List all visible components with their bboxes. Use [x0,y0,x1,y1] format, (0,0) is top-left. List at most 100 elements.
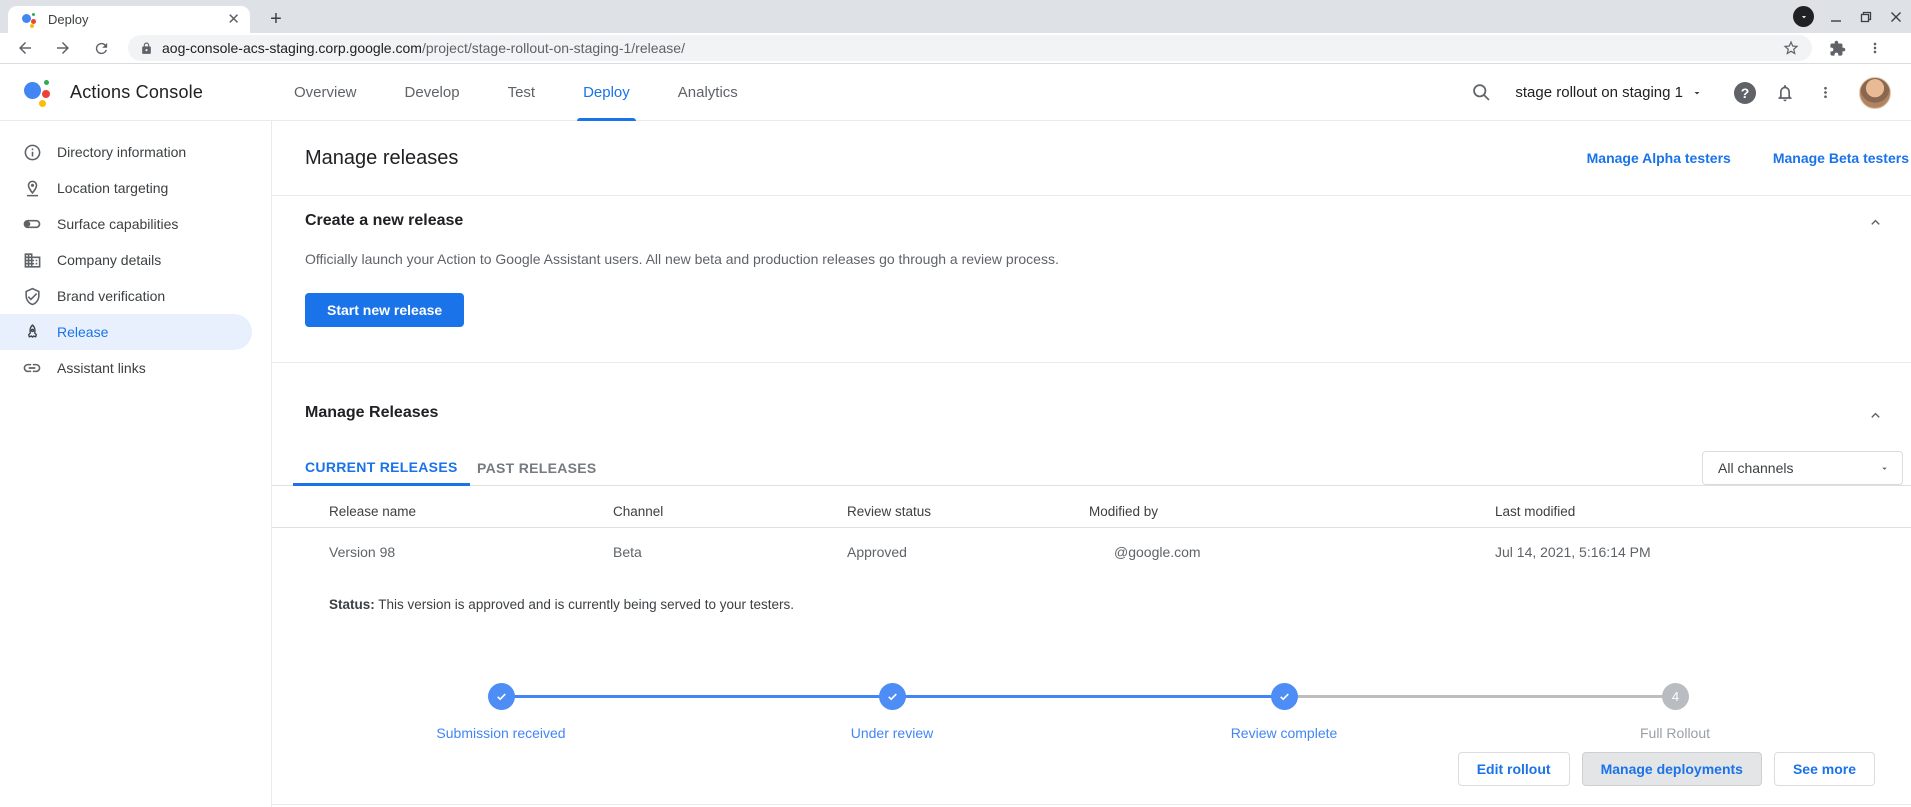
release-actions: Edit rollout Manage deployments See more [1457,752,1875,786]
search-icon[interactable] [1461,73,1501,113]
building-icon [22,250,42,270]
create-release-description: Officially launch your Action to Google … [305,251,1059,267]
user-avatar[interactable] [1859,76,1891,109]
channel-filter-dropdown[interactable]: All channels [1702,451,1903,485]
cell-last-modified: Jul 14, 2021, 5:16:14 PM [1495,544,1651,560]
manage-deployments-button[interactable]: Manage deployments [1581,752,1762,786]
bottom-divider [272,804,1911,805]
manage-releases-section: Manage Releases CURRENT RELEASES PAST RE… [272,363,1911,807]
tab-title: Deploy [48,12,89,27]
releases-table-header: Release name Channel Review status Modif… [272,496,1911,528]
caret-down-icon [1801,15,1806,18]
location-pin-icon [22,178,42,198]
caret-down-icon [1694,91,1700,94]
restore-button[interactable] [1851,0,1881,33]
actions-console-logo-icon [24,78,54,108]
sidebar-item-directory-information[interactable]: Directory information [0,134,271,170]
forward-button[interactable] [44,34,82,62]
release-status-text: Status: This version is approved and is … [329,597,794,612]
sidebar-item-company-details[interactable]: Company details [0,242,271,278]
notifications-bell-icon[interactable] [1765,73,1805,113]
step-review-complete-icon [1271,683,1298,710]
release-table-row[interactable]: Version 98 Beta Approved @google.com Jul… [272,529,1911,575]
rocket-icon [22,322,42,342]
col-channel: Channel [613,504,664,519]
step-label-full-rollout: Full Rollout [1639,725,1711,741]
nav-analytics[interactable]: Analytics [677,84,738,101]
link-icon [22,358,42,378]
col-last-modified: Last modified [1495,504,1576,519]
releases-tabs: CURRENT RELEASES PAST RELEASES [272,450,1911,486]
create-release-title: Create a new release [305,212,464,229]
step-label-review-complete: Review complete [1230,725,1338,741]
assistant-favicon-icon [22,12,38,28]
bookmark-star-icon[interactable] [1782,39,1800,57]
start-new-release-button[interactable]: Start new release [305,293,465,327]
sidebar-item-assistant-links[interactable]: Assistant links [0,350,271,386]
tab-past-releases[interactable]: PAST RELEASES [477,460,597,476]
sidebar: Directory information Location targeting… [0,121,272,807]
sidebar-item-brand-verification[interactable]: Brand verification [0,278,271,314]
shield-check-icon [22,286,42,306]
tab-close-icon[interactable]: ✕ [227,11,240,28]
toggle-icon [22,214,42,234]
nav-deploy[interactable]: Deploy [559,64,654,121]
col-modified-by: Modified by [1089,504,1159,519]
extensions-puzzle-icon[interactable] [1818,34,1856,62]
cell-review-status: Approved [847,544,907,560]
toolbar-right [1818,34,1894,62]
minimize-button[interactable] [1821,0,1851,33]
main-content: Manage releases Manage Alpha testers Man… [272,121,1911,807]
manage-alpha-testers-link[interactable]: Manage Alpha testers [1586,150,1731,166]
sidebar-item-release[interactable]: Release [0,314,252,350]
app-header: Actions Console Overview Develop Test De… [0,64,1911,121]
cell-modified-by: @google.com [1114,544,1201,560]
app-title: Actions Console [70,82,204,102]
more-options-icon[interactable] [1805,73,1845,113]
browser-tab[interactable]: Deploy ✕ [8,6,250,33]
help-icon[interactable]: ? [1725,73,1765,113]
window-controls [1821,0,1911,33]
nav-test[interactable]: Test [507,84,536,101]
page-title: Manage releases [305,146,459,169]
step-submission-received-icon [488,683,515,710]
rollout-stepper: 4 Submission received Under review Revie… [272,643,1911,741]
url-bar[interactable]: aog-console-acs-staging.corp.google.com/… [128,35,1812,61]
cell-release-name: Version 98 [329,544,396,560]
page-header: Manage releases Manage Alpha testers Man… [272,121,1911,196]
sidebar-item-location-targeting[interactable]: Location targeting [0,170,271,206]
collapse-chevron-up-icon[interactable] [1863,403,1887,427]
project-selector[interactable]: stage rollout on staging 1 [1515,84,1703,101]
lock-icon [142,42,151,54]
tab-current-releases[interactable]: CURRENT RELEASES [293,450,470,486]
reload-button[interactable] [82,34,120,62]
back-button[interactable] [6,34,44,62]
browser-tab-strip: Deploy ✕ + [0,0,1911,33]
nav-develop[interactable]: Develop [404,84,460,101]
manage-beta-testers-link[interactable]: Manage Beta testers [1772,150,1909,166]
top-nav: Overview Develop Test Deploy Analytics [270,64,762,121]
edit-rollout-button[interactable]: Edit rollout [1457,752,1570,786]
create-release-section: Create a new release Officially launch y… [272,196,1911,363]
step-label-submission-received: Submission received [436,725,566,741]
caret-circle-button[interactable] [1793,6,1814,27]
manage-releases-title: Manage Releases [305,404,439,421]
caret-down-icon [1882,467,1887,470]
step-full-rollout-icon: 4 [1662,683,1689,710]
browser-toolbar: aog-console-acs-staging.corp.google.com/… [0,33,1911,64]
nav-overview[interactable]: Overview [294,84,357,101]
header-right: stage rollout on staging 1 ? [1461,64,1911,121]
new-tab-button[interactable]: + [270,7,282,30]
info-icon [22,142,42,162]
sidebar-item-surface-capabilities[interactable]: Surface capabilities [0,206,271,242]
step-label-under-review: Under review [850,725,934,741]
col-review-status: Review status [847,504,932,519]
see-more-button[interactable]: See more [1773,752,1875,786]
col-release-name: Release name [329,504,417,519]
close-window-button[interactable] [1881,0,1911,33]
cell-channel: Beta [613,544,642,560]
collapse-chevron-up-icon[interactable] [1863,210,1887,234]
url-text: aog-console-acs-staging.corp.google.com/… [162,40,685,56]
browser-menu-icon[interactable] [1856,34,1894,62]
step-under-review-icon [879,683,906,710]
